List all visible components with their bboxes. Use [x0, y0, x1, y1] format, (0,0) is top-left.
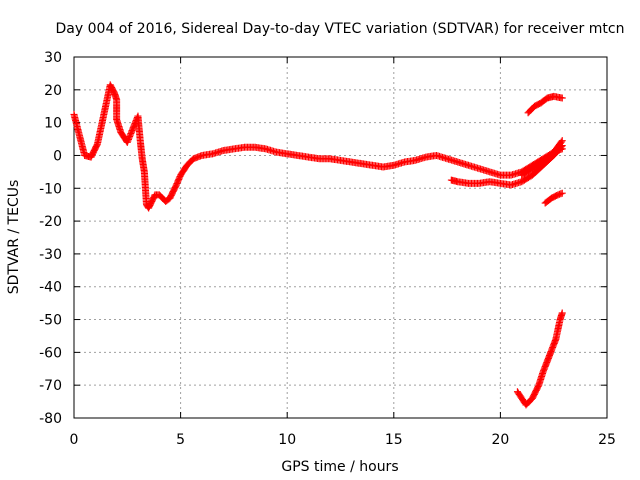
y-tick-label: -80 [39, 411, 62, 427]
x-tick-label: 5 [176, 432, 185, 448]
series-main-trace [70, 81, 566, 212]
grid-lines [74, 57, 607, 418]
data-point [558, 94, 566, 102]
y-axis-title: SDTVAR / TECUs [6, 180, 22, 295]
x-axis-title: GPS time / hours [281, 459, 398, 475]
x-tick-label: 0 [70, 432, 79, 448]
y-tick-labels: 30 20 10 0 -10 -20 -30 -40 -50 -60 -70 -80 [39, 50, 62, 427]
data-point [558, 189, 566, 197]
y-tick-label: -20 [39, 214, 62, 230]
x-tick-label: 20 [491, 432, 509, 448]
series-branch-upper [524, 92, 566, 117]
y-tick-label: -40 [39, 280, 62, 296]
data-markers [70, 81, 566, 409]
data-point [558, 137, 566, 145]
chart-title: Day 004 of 2016, Sidereal Day-to-day VTE… [56, 21, 625, 37]
x-tick-label: 25 [598, 432, 616, 448]
axis-ticks [73, 56, 608, 419]
series-branch-deep [513, 309, 566, 409]
y-tick-label: -10 [39, 181, 62, 197]
y-tick-label: 30 [44, 50, 62, 66]
x-tick-label: 10 [278, 432, 296, 448]
data-point [558, 309, 566, 317]
y-tick-label: -50 [39, 313, 62, 329]
y-tick-label: -60 [39, 345, 62, 361]
plot-frame [73, 56, 608, 419]
x-tick-label: 15 [385, 432, 403, 448]
y-tick-label: 10 [44, 116, 62, 132]
y-tick-label: -30 [39, 247, 62, 263]
y-tick-label: 20 [44, 83, 62, 99]
y-tick-label: -70 [39, 378, 62, 394]
series-branch-upper-mid [518, 137, 566, 179]
data-point [557, 138, 565, 146]
y-tick-label: 0 [53, 148, 62, 164]
x-tick-labels: 0 5 10 15 20 25 [70, 432, 616, 448]
series-branch-low [541, 189, 566, 207]
